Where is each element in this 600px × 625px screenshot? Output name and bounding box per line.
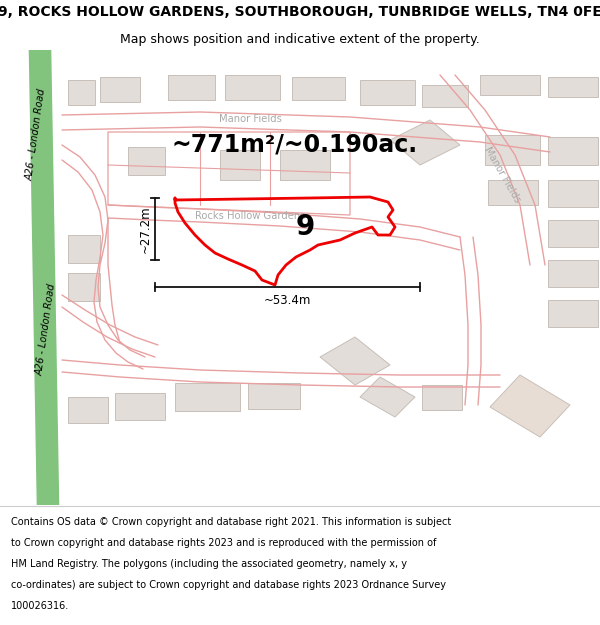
Polygon shape [548,220,598,247]
Text: ~27.2m: ~27.2m [139,205,151,252]
Polygon shape [68,273,100,301]
Polygon shape [548,77,598,97]
Polygon shape [320,337,390,385]
Polygon shape [225,75,280,100]
Polygon shape [128,147,165,175]
Polygon shape [248,383,300,409]
Polygon shape [360,377,415,417]
Text: A26 - London Road: A26 - London Road [35,283,58,377]
Polygon shape [390,120,460,165]
Polygon shape [68,397,108,423]
Polygon shape [422,85,468,107]
Polygon shape [292,77,345,100]
Polygon shape [360,80,415,105]
Text: 9: 9 [295,213,314,241]
Text: HM Land Registry. The polygons (including the associated geometry, namely x, y: HM Land Registry. The polygons (includin… [11,559,407,569]
Polygon shape [480,75,540,95]
Polygon shape [548,300,598,327]
Text: Manor Fields: Manor Fields [218,114,281,124]
Text: Rocks Hollow Gardens: Rocks Hollow Gardens [195,211,305,221]
Polygon shape [548,260,598,287]
Polygon shape [548,180,598,207]
Polygon shape [68,235,100,263]
Polygon shape [115,393,165,420]
Polygon shape [100,77,140,102]
Polygon shape [422,385,462,410]
Polygon shape [490,375,570,437]
Text: 100026316.: 100026316. [11,601,69,611]
Text: A26 - London Road: A26 - London Road [25,88,47,182]
Polygon shape [485,135,540,165]
Text: Manor Fields: Manor Fields [482,145,522,205]
Polygon shape [548,137,598,165]
Polygon shape [280,150,330,180]
Text: co-ordinates) are subject to Crown copyright and database rights 2023 Ordnance S: co-ordinates) are subject to Crown copyr… [11,580,446,590]
Polygon shape [168,75,215,100]
Polygon shape [175,383,240,411]
Text: Map shows position and indicative extent of the property.: Map shows position and indicative extent… [120,32,480,46]
Text: to Crown copyright and database rights 2023 and is reproduced with the permissio: to Crown copyright and database rights 2… [11,538,436,548]
Text: ~53.4m: ~53.4m [264,294,311,308]
Polygon shape [220,150,260,180]
Text: ~771m²/~0.190ac.: ~771m²/~0.190ac. [172,133,418,157]
Polygon shape [68,80,95,105]
Polygon shape [28,50,60,505]
Text: Contains OS data © Crown copyright and database right 2021. This information is : Contains OS data © Crown copyright and d… [11,517,451,527]
Polygon shape [488,180,538,205]
Text: 9, ROCKS HOLLOW GARDENS, SOUTHBOROUGH, TUNBRIDGE WELLS, TN4 0FE: 9, ROCKS HOLLOW GARDENS, SOUTHBOROUGH, T… [0,6,600,19]
